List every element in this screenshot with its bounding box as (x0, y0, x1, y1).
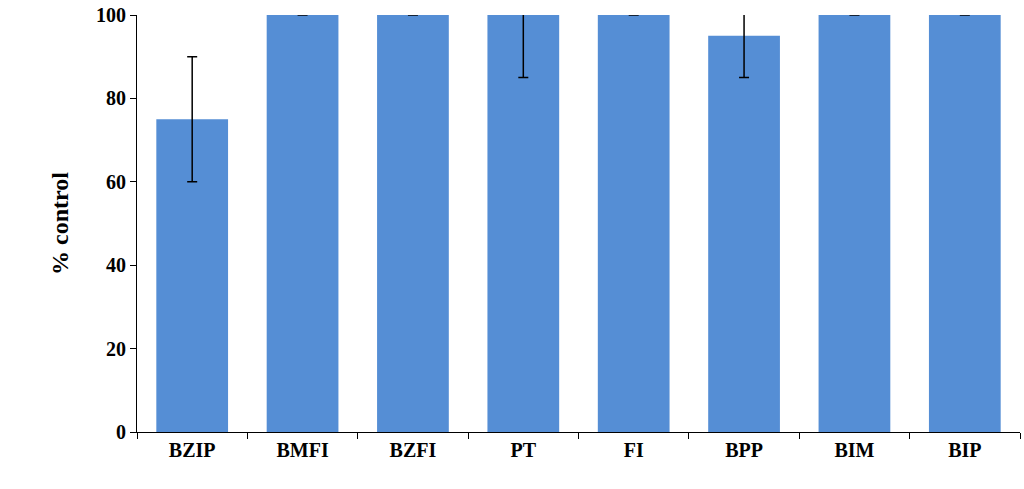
svg-text:BPP: BPP (725, 439, 763, 461)
svg-text:60: 60 (106, 171, 126, 193)
svg-text:BIM: BIM (834, 439, 874, 461)
svg-text:BMFI: BMFI (276, 439, 328, 461)
svg-text:0: 0 (116, 421, 126, 443)
svg-text:PT: PT (511, 439, 537, 461)
svg-text:40: 40 (106, 254, 126, 276)
svg-text:% control: % control (47, 172, 73, 275)
svg-text:20: 20 (106, 338, 126, 360)
svg-text:FI: FI (624, 439, 644, 461)
svg-text:BZIP: BZIP (169, 439, 216, 461)
svg-text:100: 100 (96, 4, 126, 26)
svg-text:BIP: BIP (948, 439, 981, 461)
svg-text:BZFI: BZFI (390, 439, 437, 461)
svg-text:80: 80 (106, 87, 126, 109)
